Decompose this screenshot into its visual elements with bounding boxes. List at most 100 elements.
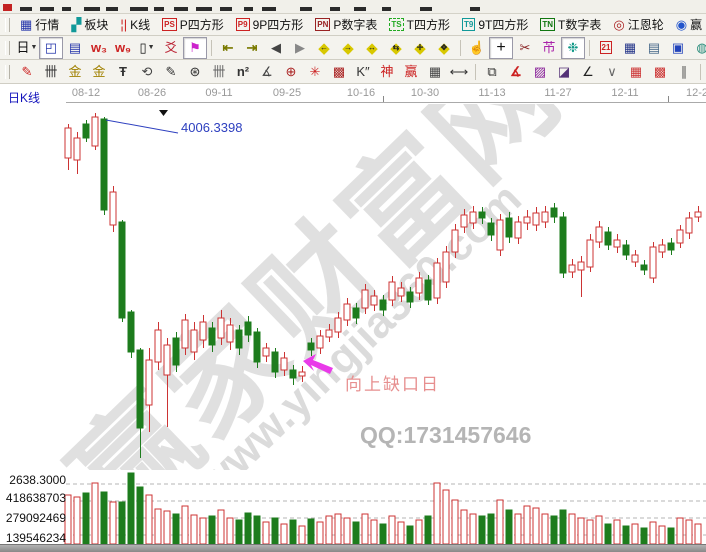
hand-tool-button[interactable]: ☝ [465, 37, 489, 59]
gold-grid-b-button[interactable]: 金 [87, 61, 111, 83]
scale-label: 418638703 [5, 491, 66, 505]
box-arrows-button[interactable]: ⧉ [480, 61, 504, 83]
status-bar [0, 544, 706, 552]
p-square-button[interactable]: PS P四方形 [157, 14, 229, 35]
big-circle-icon: ◉ [675, 16, 688, 32]
gann-wheel-button[interactable]: ◎ 江恩轮 [608, 14, 668, 35]
pencil-icon: ✎ [21, 63, 33, 79]
toolbar-grip[interactable] [5, 64, 10, 79]
next-bar-button[interactable]: ▶ [288, 37, 312, 59]
wheel-grid-button[interactable]: ⊛ [183, 61, 207, 83]
report-button[interactable]: ▤ [63, 37, 87, 59]
band-tool-button[interactable]: 芇 [537, 37, 561, 59]
scissors-icon: ✂ [519, 39, 531, 55]
starburst-button[interactable]: ✳ [303, 61, 327, 83]
compress-all-button[interactable]: ◆ ✛ [408, 37, 432, 59]
grid-123-button[interactable]: ▦ [423, 61, 447, 83]
v-mark-button[interactable]: ∨ [600, 61, 624, 83]
9t-square-button[interactable]: T9 9T四方形 [457, 14, 533, 35]
date-tick-label: 10-30 [410, 87, 440, 99]
t-square-button[interactable]: TS T四方形 [384, 14, 455, 35]
ying-grid-button[interactable]: 赢 [399, 61, 423, 83]
high-price-annotation: 4006.3398 [181, 120, 243, 135]
web-grid-button[interactable]: ▩ [327, 61, 351, 83]
angle-tool-button[interactable]: ∡ [255, 61, 279, 83]
big-tool-button[interactable]: ◉ 赢 [671, 14, 706, 35]
circle-cross-button[interactable]: ⊕ [279, 61, 303, 83]
dropdown-arrow-icon[interactable]: ▼ [147, 44, 155, 51]
expand-all-button[interactable]: ◆ ✥ [432, 37, 456, 59]
blocks-icon: ▞ [71, 16, 82, 32]
kline-period-button[interactable]: 日 ▼ [15, 37, 39, 59]
grid-lines-icon: 卌 [212, 63, 226, 79]
parallel-lines-button[interactable]: ∥ [672, 61, 696, 83]
price-pane[interactable]: 赢家财富网 www.yingjia360.com 4006.3398 向上缺口日… [0, 104, 706, 470]
dropdown-arrow-icon[interactable]: ▼ [30, 44, 38, 51]
shen-grid-button[interactable]: 神 [375, 61, 399, 83]
red-grid-a-button[interactable]: ▦ [624, 61, 648, 83]
shift-left-button[interactable]: ◆ ← [312, 37, 336, 59]
k-mark-button[interactable]: K″ [351, 61, 375, 83]
gann-fan-button[interactable]: ∡ [504, 61, 528, 83]
kline-button-label: K线 [130, 18, 151, 32]
quotes-button[interactable]: ▦ 行情 [15, 14, 64, 35]
kline-button[interactable]: ¦| K线 [115, 14, 155, 35]
toolbar-separator [211, 39, 212, 56]
toolbar-grip[interactable] [5, 40, 10, 55]
last-bar-button[interactable]: ⇥ [240, 37, 264, 59]
sectors-button[interactable]: ▞ 板块 [66, 14, 113, 35]
zone-chart-button[interactable]: ◰ [39, 36, 63, 59]
cloud-icon: ❉ [567, 39, 579, 55]
wave9-button[interactable]: w₉ [111, 37, 135, 59]
p9-badge-icon: P9 [235, 18, 250, 31]
gold-grid-a-button[interactable]: 金 [63, 61, 87, 83]
f-grid-icon: Ŧ [119, 63, 127, 79]
toolbar-separator [460, 39, 461, 56]
volume-chart[interactable] [0, 470, 706, 544]
calculator-button[interactable]: ▦ [618, 37, 642, 59]
v-mark-icon: ∨ [607, 63, 617, 79]
crosshair-button[interactable]: + [489, 36, 513, 59]
shift-right-button[interactable]: ◆ → [336, 37, 360, 59]
h-measure-button[interactable]: ⟷ [447, 61, 471, 83]
candlestick-chart[interactable] [0, 104, 706, 470]
n2-grid-button[interactable]: n² [231, 61, 255, 83]
t-number-button[interactable]: TN T数字表 [535, 14, 606, 35]
hatch-box-button[interactable]: ▨ [528, 61, 552, 83]
first-bar-button[interactable]: ⇤ [216, 37, 240, 59]
fan-box-button[interactable]: ◪ [552, 61, 576, 83]
prev-bar-button[interactable]: ◀ [264, 37, 288, 59]
vgrid-button[interactable]: 卌 [39, 61, 63, 83]
angle-lines-button[interactable]: ∠ [576, 61, 600, 83]
red-grid-b-button[interactable]: ▩ [648, 61, 672, 83]
wave3-button[interactable]: w₃ [87, 37, 111, 59]
calendar-button[interactable]: 21 [594, 37, 618, 59]
flag-marker-button[interactable]: ⚑ [183, 36, 207, 59]
pencil-grid-icon: ✎ [165, 63, 177, 79]
pencil-tool-button[interactable]: ✎ [15, 61, 39, 83]
notes-button[interactable]: ▤ [642, 37, 666, 59]
pattern-icon: 爻 [164, 39, 178, 55]
box-arrows-icon: ⧉ [487, 63, 497, 79]
gap-day-annotation: 向上缺口日 [345, 375, 440, 394]
p-number-button[interactable]: PN P数字表 [310, 14, 382, 35]
9p-square-button[interactable]: P9 9P四方形 [231, 14, 308, 35]
wave3-icon: w₃ [90, 39, 108, 55]
delete-tool-button[interactable]: ✂ [513, 37, 537, 59]
zoom-in-h-button[interactable]: ◆ ⇆ [384, 37, 408, 59]
toolbar-grip[interactable] [5, 17, 10, 32]
big-tool-button-label: 赢 [690, 18, 703, 32]
plain-grid-button[interactable]: 卌 [207, 61, 231, 83]
cloud-tool-button[interactable]: ❉ [561, 36, 585, 59]
spiral-grid-button[interactable]: ⟲ [135, 61, 159, 83]
f-grid-button[interactable]: Ŧ [111, 61, 135, 83]
red-grid-icon: ▩ [653, 63, 667, 79]
zoom-out-h-button[interactable]: ◆ ↔ [360, 37, 384, 59]
volume-pane[interactable]: 2638.3000 418638703 279092469 139546234 [0, 470, 706, 545]
export-button[interactable]: ◍ [690, 37, 706, 59]
save-button[interactable]: ▣ [666, 37, 690, 59]
candle-style-button[interactable]: ▯ ▼ [135, 37, 159, 59]
pattern-search-button[interactable]: 爻 [159, 37, 183, 59]
pencil-grid-button[interactable]: ✎ [159, 61, 183, 83]
